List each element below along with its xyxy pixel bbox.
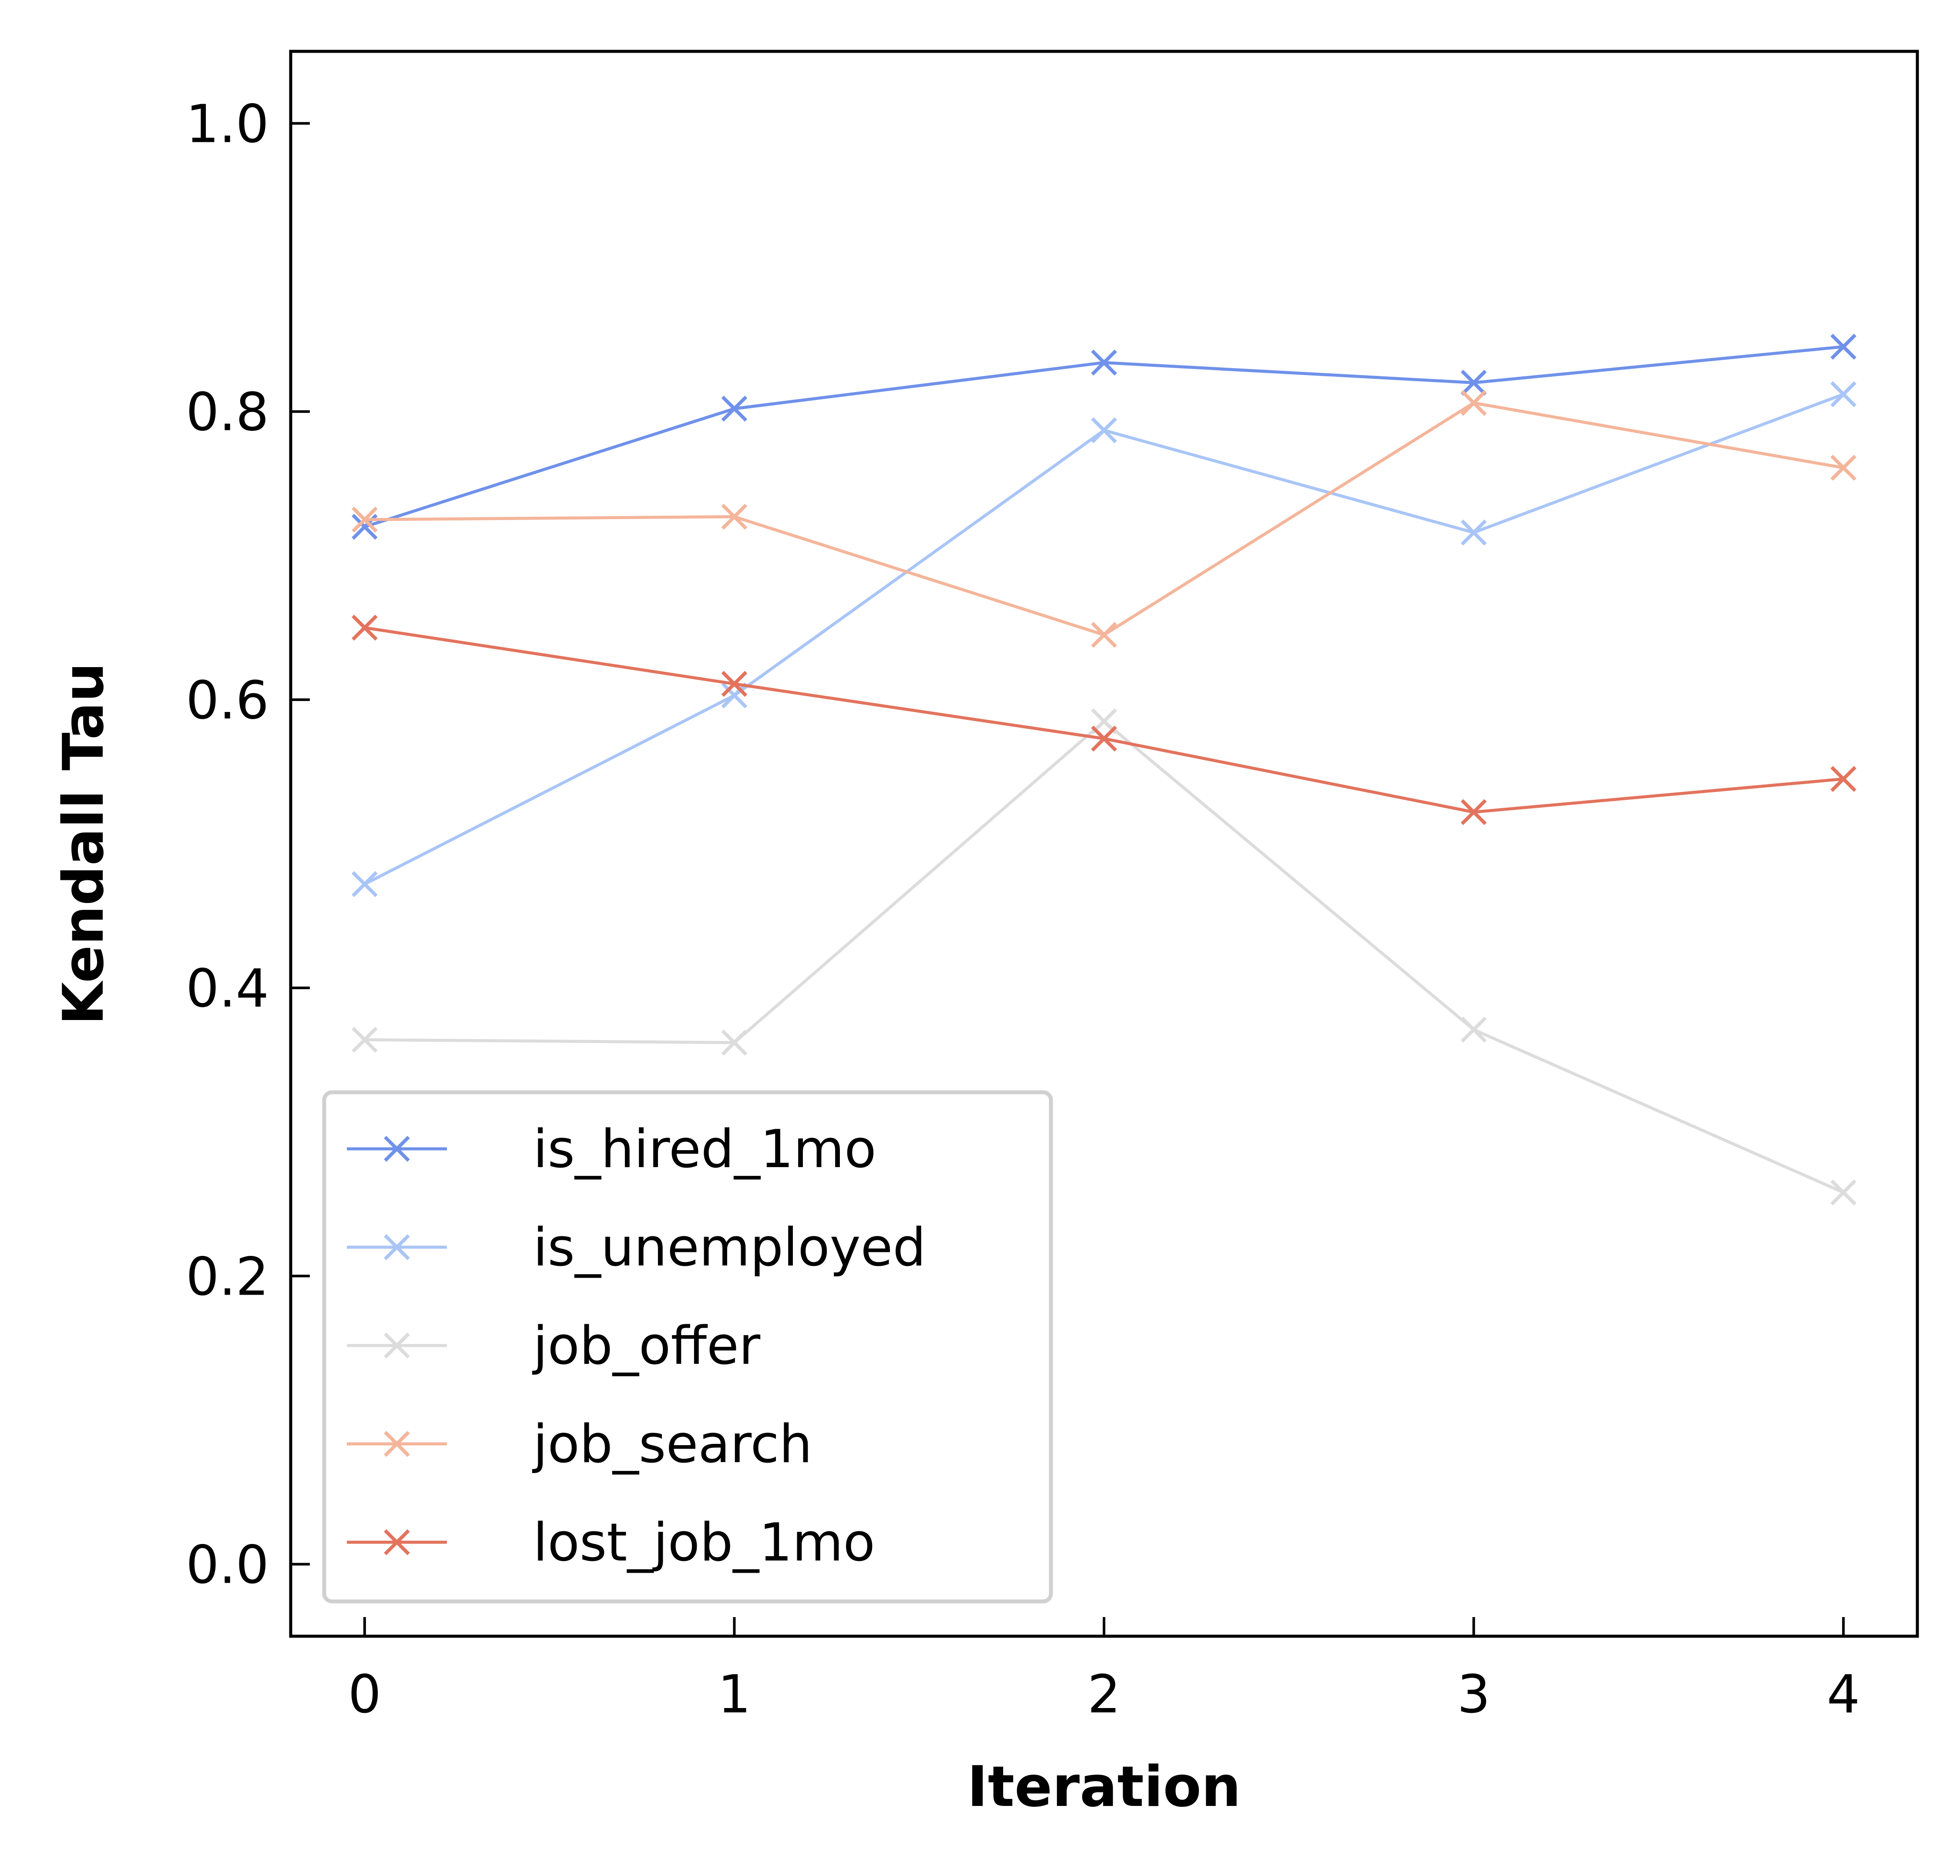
data-point-job_offer-3 (1460, 1017, 1487, 1043)
legend-swatch-marker (384, 1136, 410, 1162)
legend-swatch-marker (384, 1234, 410, 1260)
data-point-lost_job_1mo-4 (1830, 766, 1856, 792)
data-point-job_search-0 (352, 507, 378, 533)
series-job_offer (352, 708, 1856, 1206)
series-is_unemployed (352, 381, 1856, 897)
x-tick-label: 1 (718, 1665, 751, 1725)
y-axis-label: Kendall Tau (51, 662, 116, 1025)
data-point-is_unemployed-3 (1460, 520, 1487, 546)
legend-swatch-marker (384, 1529, 410, 1555)
data-point-job_search-4 (1830, 455, 1856, 481)
axis-layer: 0 1 2 3 4 0.0 0.2 0.4 0.6 0.8 1.0 (186, 50, 1919, 1725)
legend-item-job_search: job_search (347, 1414, 812, 1475)
y-tick-label: 0.4 (186, 959, 269, 1019)
legend: is_hired_1mo is_unemployed job_offer job_se… (322, 1090, 1053, 1604)
series-layer (352, 333, 1856, 1206)
series-lost_job_1mo (352, 614, 1856, 825)
data-point-lost_job_1mo-1 (721, 671, 748, 697)
series-is_hired_1mo (352, 333, 1856, 540)
legend-item-is_hired_1mo: is_hired_1mo (347, 1119, 876, 1180)
legend-label: lost_job_1mo (533, 1513, 875, 1573)
x-tick-label: 3 (1457, 1665, 1490, 1725)
y-tick-label: 0.2 (186, 1247, 269, 1307)
legend-swatch-marker (384, 1332, 410, 1359)
x-axis-label: Iteration (967, 1755, 1241, 1819)
legend-label: job_search (532, 1414, 812, 1475)
data-point-lost_job_1mo-2 (1091, 725, 1117, 752)
legend-item-job_offer: job_offer (347, 1316, 761, 1376)
legend-label: is_unemployed (533, 1218, 926, 1278)
legend-item-is_unemployed: is_unemployed (347, 1218, 926, 1278)
data-point-job_offer-1 (721, 1030, 748, 1056)
data-point-job_search-2 (1091, 622, 1117, 648)
data-point-job_search-3 (1460, 390, 1487, 416)
data-point-job_offer-0 (352, 1027, 378, 1053)
y-tick-label: 0.6 (186, 671, 269, 731)
legend-label: job_offer (532, 1316, 761, 1376)
y-tick-label: 1.0 (186, 94, 269, 155)
data-point-is_hired_1mo-3 (1460, 369, 1487, 396)
data-point-is_unemployed-1 (721, 682, 748, 708)
data-point-is_hired_1mo-4 (1830, 333, 1856, 360)
data-point-lost_job_1mo-0 (352, 614, 378, 641)
legend-swatch-marker (384, 1431, 410, 1457)
data-point-is_unemployed-4 (1830, 381, 1856, 407)
legend-item-lost_job_1mo: lost_job_1mo (347, 1513, 875, 1573)
data-point-is_unemployed-0 (352, 871, 378, 897)
data-point-job_offer-4 (1830, 1179, 1856, 1206)
data-point-is_unemployed-2 (1091, 417, 1117, 443)
y-tick-label: 0.8 (186, 383, 269, 443)
x-tick-label: 4 (1827, 1665, 1860, 1725)
legend-label: is_hired_1mo (533, 1119, 876, 1180)
data-point-is_hired_1mo-1 (721, 396, 748, 422)
data-point-lost_job_1mo-3 (1460, 799, 1487, 825)
x-tick-label: 2 (1087, 1665, 1121, 1725)
data-point-is_hired_1mo-2 (1091, 349, 1117, 376)
data-point-job_search-1 (721, 503, 748, 530)
x-tick-label: 0 (348, 1665, 381, 1725)
y-tick-label: 0.0 (186, 1535, 269, 1595)
series-job_search (352, 390, 1856, 648)
legend-frame (322, 1090, 1053, 1604)
